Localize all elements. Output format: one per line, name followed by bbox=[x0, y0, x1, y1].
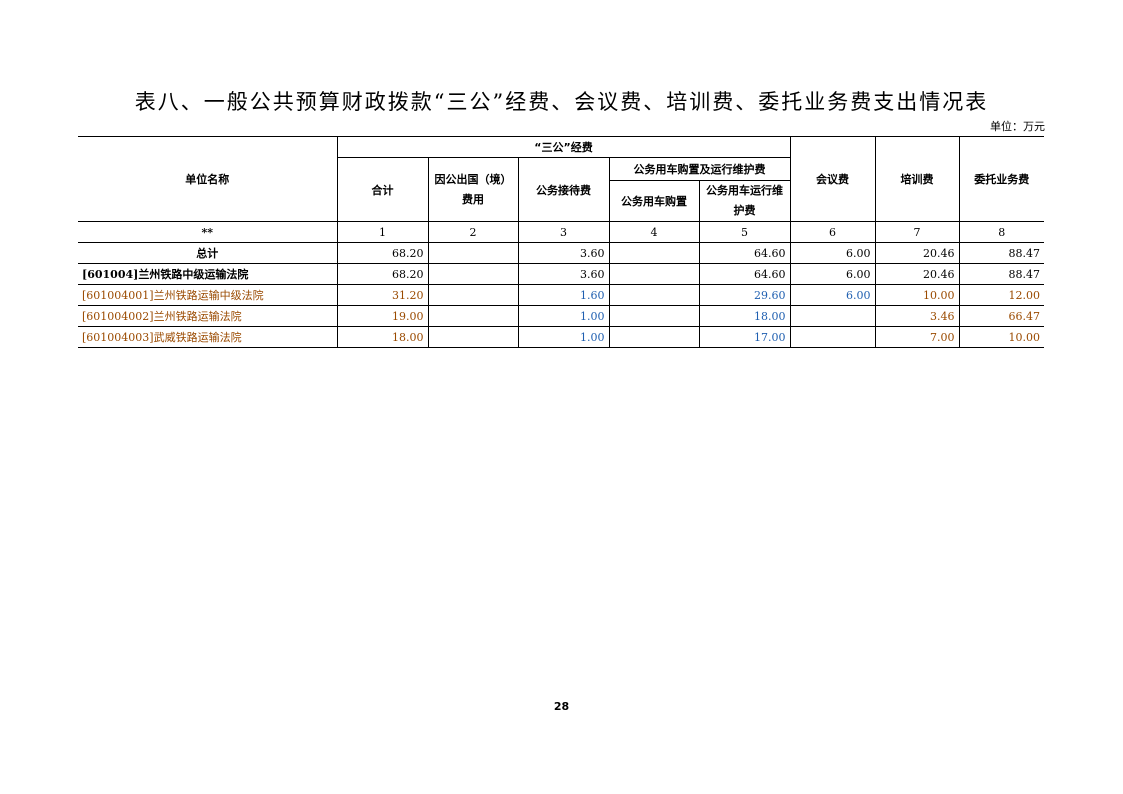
index-cell: 1 bbox=[336, 221, 429, 243]
value-cell bbox=[427, 263, 519, 285]
table-row: [601004003]武威铁路运输法院 18.00 1.00 17.00 7.00 10.… bbox=[78, 326, 1045, 348]
index-row: ** 1 2 3 4 5 6 7 8 bbox=[78, 221, 1045, 243]
value-cell: 6.00 bbox=[789, 284, 876, 306]
value-cell: 1.00 bbox=[517, 326, 610, 348]
value-cell: 20.46 bbox=[874, 242, 960, 264]
value-cell: 68.20 bbox=[336, 242, 429, 264]
header-total: 合计 bbox=[337, 157, 429, 222]
unit-label: 单位：万元 bbox=[990, 120, 1045, 133]
value-cell bbox=[608, 242, 700, 264]
value-cell: 7.00 bbox=[874, 326, 960, 348]
value-cell: 18.00 bbox=[336, 326, 429, 348]
value-cell: 66.47 bbox=[958, 305, 1045, 327]
index-cell: 8 bbox=[958, 221, 1045, 243]
header-name: 单位名称 bbox=[78, 136, 338, 222]
table-row: [601004002]兰州铁路运输法院 19.00 1.00 18.00 3.46 66.… bbox=[78, 305, 1045, 327]
table-row: [601004]兰州铁路中级运输法院 68.20 3.60 64.60 6.00 20.4… bbox=[78, 263, 1045, 285]
header-car-buy: 公务用车购置 bbox=[609, 180, 700, 222]
value-cell: 17.00 bbox=[698, 326, 791, 348]
index-cell: 3 bbox=[517, 221, 610, 243]
header-car-run: 公务用车运行维护费 bbox=[698, 180, 791, 222]
value-cell bbox=[789, 326, 876, 348]
header-training: 培训费 bbox=[874, 136, 960, 222]
value-cell: 64.60 bbox=[698, 242, 791, 264]
value-cell: 68.20 bbox=[336, 263, 429, 285]
value-cell: 1.60 bbox=[517, 284, 610, 306]
header-reception: 公务接待费 bbox=[517, 157, 610, 222]
unit-name-cell: [601004002]兰州铁路运输法院 bbox=[78, 305, 338, 327]
header-car: 公务用车购置及运行维护费 bbox=[608, 157, 791, 181]
header-sangong: “三公”经费 bbox=[336, 136, 791, 158]
table-row: [601004001]兰州铁路运输中级法院 31.20 1.60 29.60 6.00 1… bbox=[78, 284, 1045, 306]
page-title: 表八、一般公共预算财政拨款“三公”经费、会议费、培训费、委托业务费支出情况表 bbox=[134, 90, 989, 114]
expense-table: 单位名称 “三公”经费 会议费 培训费 委托业务费 合计 因公出国（境）费用 公… bbox=[78, 136, 1045, 348]
index-cell: ** bbox=[78, 221, 338, 243]
index-cell: 4 bbox=[608, 221, 700, 243]
value-cell: 12.00 bbox=[958, 284, 1045, 306]
value-cell bbox=[608, 284, 700, 306]
value-cell: 19.00 bbox=[336, 305, 429, 327]
value-cell: 6.00 bbox=[789, 263, 876, 285]
index-cell: 7 bbox=[874, 221, 960, 243]
value-cell bbox=[608, 305, 700, 327]
unit-name-cell: [601004001]兰州铁路运输中级法院 bbox=[78, 284, 338, 306]
value-cell: 10.00 bbox=[958, 326, 1045, 348]
index-cell: 5 bbox=[698, 221, 791, 243]
value-cell: 6.00 bbox=[789, 242, 876, 264]
value-cell: 88.47 bbox=[958, 263, 1045, 285]
value-cell: 31.20 bbox=[336, 284, 429, 306]
value-cell bbox=[789, 305, 876, 327]
header-meeting: 会议费 bbox=[789, 136, 876, 222]
value-cell: 3.60 bbox=[517, 263, 610, 285]
value-cell bbox=[427, 242, 519, 264]
value-cell: 18.00 bbox=[698, 305, 791, 327]
header-abroad: 因公出国（境）费用 bbox=[427, 157, 519, 222]
value-cell: 88.47 bbox=[958, 242, 1045, 264]
value-cell bbox=[427, 284, 519, 306]
value-cell bbox=[427, 326, 519, 348]
index-cell: 2 bbox=[427, 221, 519, 243]
table-row: 总计 68.20 3.60 64.60 6.00 20.46 88.47 bbox=[78, 242, 1045, 264]
value-cell: 10.00 bbox=[874, 284, 960, 306]
value-cell: 1.00 bbox=[517, 305, 610, 327]
index-cell: 6 bbox=[789, 221, 876, 243]
value-cell: 64.60 bbox=[698, 263, 791, 285]
page-number: 28 bbox=[553, 700, 570, 713]
value-cell bbox=[608, 326, 700, 348]
value-cell: 3.60 bbox=[517, 242, 610, 264]
value-cell: 3.46 bbox=[874, 305, 960, 327]
value-cell: 20.46 bbox=[874, 263, 960, 285]
header-commission: 委托业务费 bbox=[958, 136, 1045, 222]
value-cell: 29.60 bbox=[698, 284, 791, 306]
value-cell bbox=[427, 305, 519, 327]
unit-name-cell: [601004003]武威铁路运输法院 bbox=[78, 326, 338, 348]
unit-name-cell: 总计 bbox=[78, 242, 338, 264]
unit-name-cell: [601004]兰州铁路中级运输法院 bbox=[78, 263, 338, 285]
value-cell bbox=[608, 263, 700, 285]
